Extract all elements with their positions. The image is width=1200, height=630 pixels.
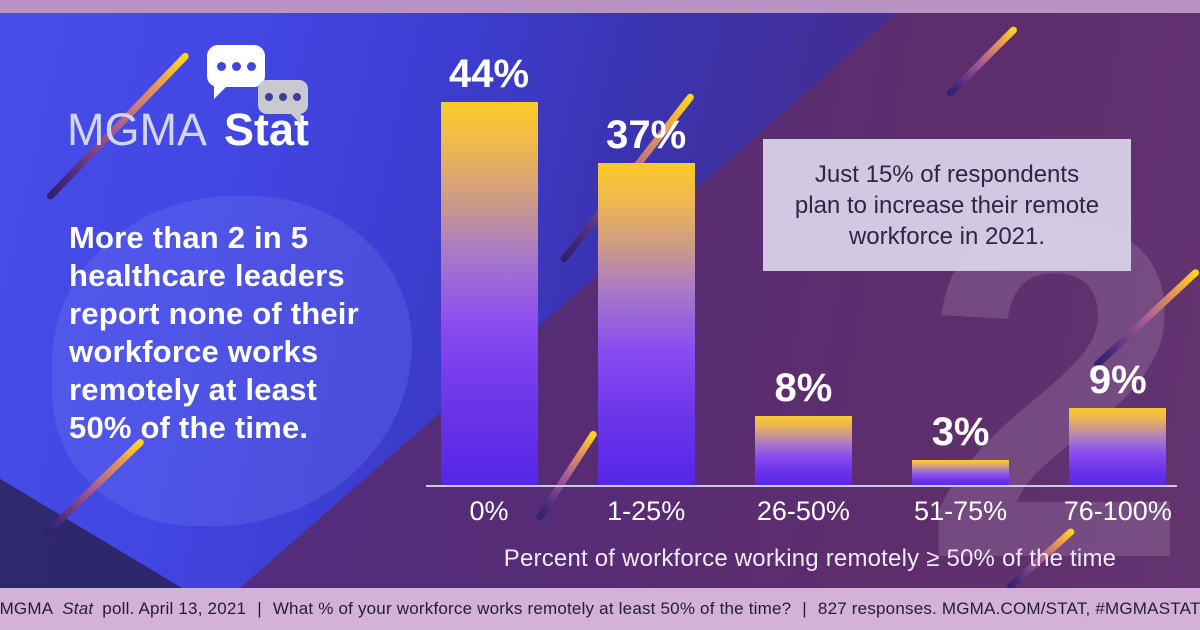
headline-line: More than 2 in 5 [69, 220, 309, 255]
bar [754, 416, 852, 486]
bar-category-label: 76-100% [1063, 496, 1172, 526]
top-accent-strip [0, 0, 1200, 13]
bar [1069, 408, 1167, 486]
footer-poll-info: poll. April 13, 2021 [102, 599, 247, 618]
bar-value-label: 8% [774, 366, 833, 410]
bar-value-label: 37% [606, 113, 687, 157]
headline-line: workforce works [69, 334, 319, 369]
bubble-dot [293, 93, 301, 101]
footer-brand: MGMA [0, 599, 54, 618]
bar-category-label: 51-75% [914, 496, 1008, 526]
bar [440, 102, 538, 486]
bubble-dot [279, 93, 287, 101]
callout-line: plan to increase their remote [794, 191, 1100, 219]
callout-line: Just 15% of respondents [814, 160, 1080, 188]
headline-line: remotely at least [69, 372, 318, 407]
bubble-dot [231, 61, 241, 71]
footer-question: What % of your workforce works remotely … [272, 599, 792, 618]
headline-line: healthcare leaders [69, 258, 345, 293]
bar-category-label: 26-50% [756, 496, 850, 526]
bubble-dot [216, 61, 226, 71]
bar-value-label: 44% [448, 52, 530, 96]
bar-value-label: 3% [931, 410, 990, 454]
x-axis-line [426, 485, 1177, 487]
footer-responses: 827 responses. MGMA.COM/STAT, #MGMASTAT [817, 599, 1200, 618]
footer-brand-stat: Stat [62, 599, 94, 618]
headline-line: report none of their [69, 296, 359, 331]
bar-category-label: 1-25% [607, 496, 686, 526]
footer-separator: | [802, 599, 807, 618]
headline: More than 2 in 5 healthcare leaders repo… [69, 219, 429, 447]
bar [912, 460, 1010, 486]
speech-bubble-icon [258, 80, 308, 124]
footer-bar: MGMA Stat poll. April 13, 2021 | What % … [0, 588, 1200, 630]
callout-box: Just 15% of respondents plan to increase… [763, 139, 1131, 271]
callout-line: workforce in 2021. [848, 222, 1046, 250]
bar-category-label: 0% [469, 496, 509, 526]
bar-value-label: 9% [1088, 358, 1147, 402]
speech-bubble-icon [207, 45, 265, 99]
bar [597, 163, 695, 486]
bubble-dot [246, 61, 256, 71]
x-axis-title: Percent of workforce working remotely ≥ … [503, 545, 1117, 572]
footer-separator: | [257, 599, 262, 618]
mgma-logo-text: MGMA [67, 104, 207, 155]
headline-line: 50% of the time. [69, 410, 309, 445]
bubble-dot [265, 93, 273, 101]
